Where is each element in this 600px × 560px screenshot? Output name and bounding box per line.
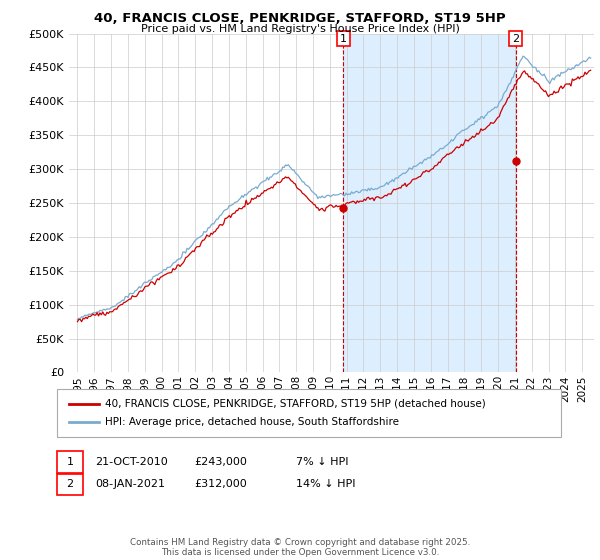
Bar xyxy=(343,34,516,372)
Text: Contains HM Land Registry data © Crown copyright and database right 2025.
This d: Contains HM Land Registry data © Crown c… xyxy=(130,538,470,557)
Text: Price paid vs. HM Land Registry's House Price Index (HPI): Price paid vs. HM Land Registry's House … xyxy=(140,24,460,34)
Text: 14% ↓ HPI: 14% ↓ HPI xyxy=(296,479,355,489)
Text: 40, FRANCIS CLOSE, PENKRIDGE, STAFFORD, ST19 5HP: 40, FRANCIS CLOSE, PENKRIDGE, STAFFORD, … xyxy=(94,12,506,25)
Text: 7% ↓ HPI: 7% ↓ HPI xyxy=(296,457,348,467)
Text: 2: 2 xyxy=(67,479,73,489)
Text: £243,000: £243,000 xyxy=(194,457,247,467)
Text: 08-JAN-2021: 08-JAN-2021 xyxy=(95,479,165,489)
Text: 40, FRANCIS CLOSE, PENKRIDGE, STAFFORD, ST19 5HP (detached house): 40, FRANCIS CLOSE, PENKRIDGE, STAFFORD, … xyxy=(105,399,486,409)
Text: 2: 2 xyxy=(512,34,520,44)
Text: 1: 1 xyxy=(340,34,347,44)
Text: 21-OCT-2010: 21-OCT-2010 xyxy=(95,457,167,467)
Text: HPI: Average price, detached house, South Staffordshire: HPI: Average price, detached house, Sout… xyxy=(105,417,399,427)
Text: 1: 1 xyxy=(67,457,73,467)
Text: £312,000: £312,000 xyxy=(194,479,247,489)
